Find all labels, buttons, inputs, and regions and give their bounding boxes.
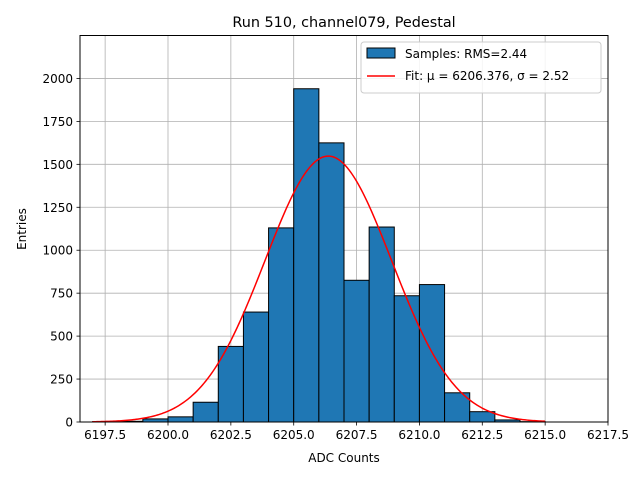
y-tick-label-5: 1250	[42, 201, 73, 215]
x-tick-label-0: 6197.5	[84, 428, 126, 442]
x-axis-label: ADC Counts	[308, 451, 380, 465]
x-tick-label-3: 6205.0	[273, 428, 315, 442]
histogram-bar-12	[393, 295, 420, 423]
histogram-bar-3	[167, 416, 194, 423]
legend-label-samples: Samples: RMS=2.44	[405, 47, 527, 61]
y-tick-label-4: 1000	[42, 244, 73, 258]
x-tick-label-5: 6210.0	[398, 428, 440, 442]
x-tick-label-7: 6215.0	[524, 428, 566, 442]
chart-title: Run 510, channel079, Pedestal	[232, 15, 455, 31]
x-tick-label-4: 6207.5	[336, 428, 378, 442]
histogram-bar-11	[368, 226, 395, 423]
histogram-bar-6	[242, 311, 270, 423]
histogram-bar-7	[268, 227, 295, 423]
x-tick-label-8: 6217.5	[587, 428, 629, 442]
x-axis: 6197.5 6200.0 6202.5 6205.0 6207.5 6210.0 6212…	[84, 422, 629, 442]
legend-swatch-samples	[366, 47, 396, 59]
y-tick-label-8: 2000	[42, 72, 73, 86]
legend: Samples: RMS=2.44 Fit: μ = 6206.376, σ =…	[360, 41, 602, 94]
plot-frame	[79, 35, 609, 423]
histogram-bar-10	[343, 279, 370, 423]
histogram-bar-14	[444, 392, 471, 423]
y-axis: 0 250 500 750 1000 1250 1500 1750 2000	[42, 72, 80, 430]
histogram-bar-5	[217, 345, 244, 423]
legend-label-fit: Fit: μ = 6206.376, σ = 2.52	[405, 69, 569, 83]
legend-box	[360, 41, 602, 94]
y-tick-label-7: 1750	[42, 115, 73, 129]
histogram-bars	[92, 88, 546, 423]
x-tick-label-2: 6202.5	[210, 428, 252, 442]
y-tick-label-2: 500	[50, 330, 73, 344]
histogram-bar-9	[318, 142, 345, 423]
y-tick-label-1: 250	[50, 373, 73, 387]
y-tick-label-6: 1500	[42, 158, 73, 172]
histogram-bar-15	[469, 411, 496, 423]
fit-curve	[92, 155, 546, 423]
x-tick-label-1: 6200.0	[147, 428, 189, 442]
y-axis-label: Entries	[15, 208, 29, 250]
x-tick-label-6: 6212.5	[461, 428, 503, 442]
histogram-bar-4	[192, 401, 219, 423]
histogram-bar-8	[293, 88, 320, 423]
y-tick-label-0: 0	[65, 416, 73, 430]
y-tick-label-3: 750	[50, 287, 73, 301]
